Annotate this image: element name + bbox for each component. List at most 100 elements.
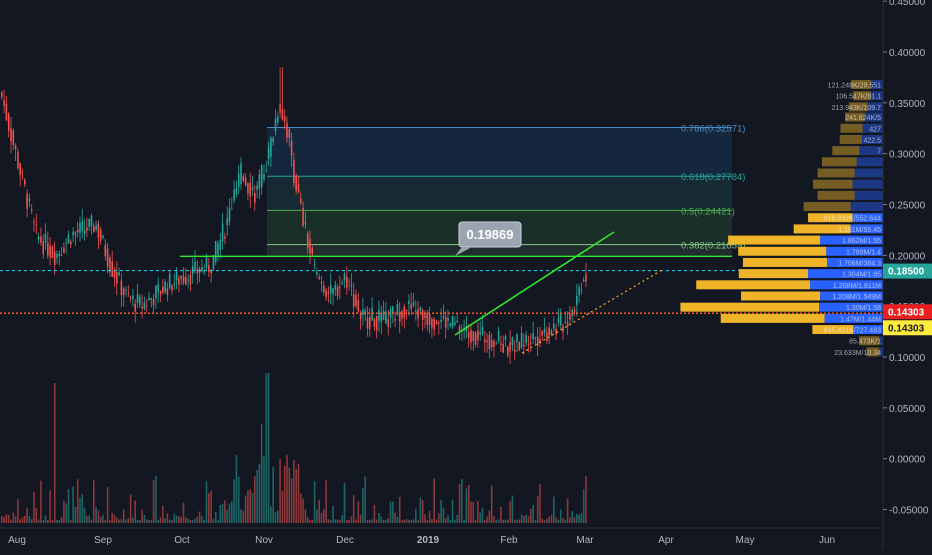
candle-body [451,316,454,327]
volume-bar [231,501,233,523]
candle-body [477,330,479,341]
volume-bar [415,508,417,523]
candle-body [369,317,371,330]
volume-bar [355,519,357,523]
volume-bar [30,519,33,523]
candle-body [495,343,498,345]
volume-bar [375,519,378,523]
candle-body [58,253,61,256]
volume-bar [10,519,12,523]
candle-body [405,309,408,312]
candle-body [65,242,67,244]
volume-bar [210,490,212,523]
volume-bar [553,496,555,523]
volume-bar [518,519,521,523]
candle-body [274,118,277,132]
candle-body [472,331,475,342]
volume-bar [435,519,438,523]
candle-body [442,316,445,318]
volume-profile-label: 1.862M/1.55 [842,238,881,245]
volume-bar [113,514,116,523]
volume-bar [178,516,180,523]
price-marker-box [883,263,932,279]
candle-body [237,173,240,187]
candle-body [35,224,38,226]
trend-line-lower [521,269,663,354]
volume-profile-label: 1.304M/1.85 [842,272,881,279]
volume-bar [555,517,557,523]
volume-bar [523,515,525,523]
candlesticks [1,67,587,364]
candle-body [208,265,210,273]
volume-profile-up [817,168,855,178]
volume-profile-down [820,235,883,245]
candle-body [380,312,383,323]
price-tick-label: 0.35000 [889,99,926,110]
volume-bar [7,514,10,523]
volume-bar [237,476,240,523]
volume-bar [369,519,371,523]
volume-bar [33,491,35,523]
candle-body [56,253,58,258]
candle-body [88,218,90,227]
volume-profile-label: 835.421K/727.483 [824,328,881,335]
fib-level-label: 0.618(0.27784) [681,172,745,183]
volume-bar [263,456,265,523]
candle-body [530,343,532,345]
candle-body [343,273,346,281]
volume-bar [219,504,222,523]
candle-body [385,311,387,324]
volume-profile-up [741,291,821,301]
candle-body [555,328,557,335]
volume-profile-down [856,157,883,167]
price-marker-box [883,304,932,320]
volume-bar [143,514,146,523]
volume-profile-label: 1.151M/55.45 [838,227,881,234]
candle-body [546,333,548,341]
candle-body [497,331,500,341]
volume-bar [412,519,415,523]
candle-body [166,288,169,295]
candle-body [378,309,380,321]
time-tick-label: Sep [94,535,112,546]
volume-bar [348,519,350,523]
candle-body [336,286,339,296]
volume-profile-up [812,325,854,335]
volume-bar [350,516,353,523]
callout-box [458,221,522,248]
candle-body [456,320,458,323]
candle-body [421,310,424,320]
candle-body [502,344,504,353]
volume-bar [311,519,314,523]
volume-bar [362,488,364,523]
volume-bar [76,479,79,523]
volume-bar [313,481,316,523]
volume-bar [474,519,477,523]
candle-body [408,300,410,305]
volume-profile-down [850,202,883,212]
volume-bar [490,485,493,523]
time-axis: Aug Sep Oct Nov Dec 2019 Feb Mar Apr May Jun [0,527,883,546]
candle-body [1,92,3,97]
candle-body [24,179,26,185]
candle-body [573,309,576,312]
volume-bar [543,519,546,523]
volume-bar [405,519,408,523]
candle-body [359,313,362,320]
candle-body [104,245,107,257]
volume-bar [417,519,419,523]
volume-bar [378,513,380,523]
volume-bar [410,519,412,523]
candle-body [490,340,493,348]
volume-bar [201,515,203,523]
volume-bar [304,509,307,523]
volume-bar [21,517,24,523]
candle-body [304,222,307,224]
candle-body [382,310,385,320]
volume-bar [35,508,38,523]
volume-bar [159,517,162,523]
candle-body [398,311,401,322]
time-tick-label: 2019 [417,535,440,546]
candle-body [33,221,35,223]
